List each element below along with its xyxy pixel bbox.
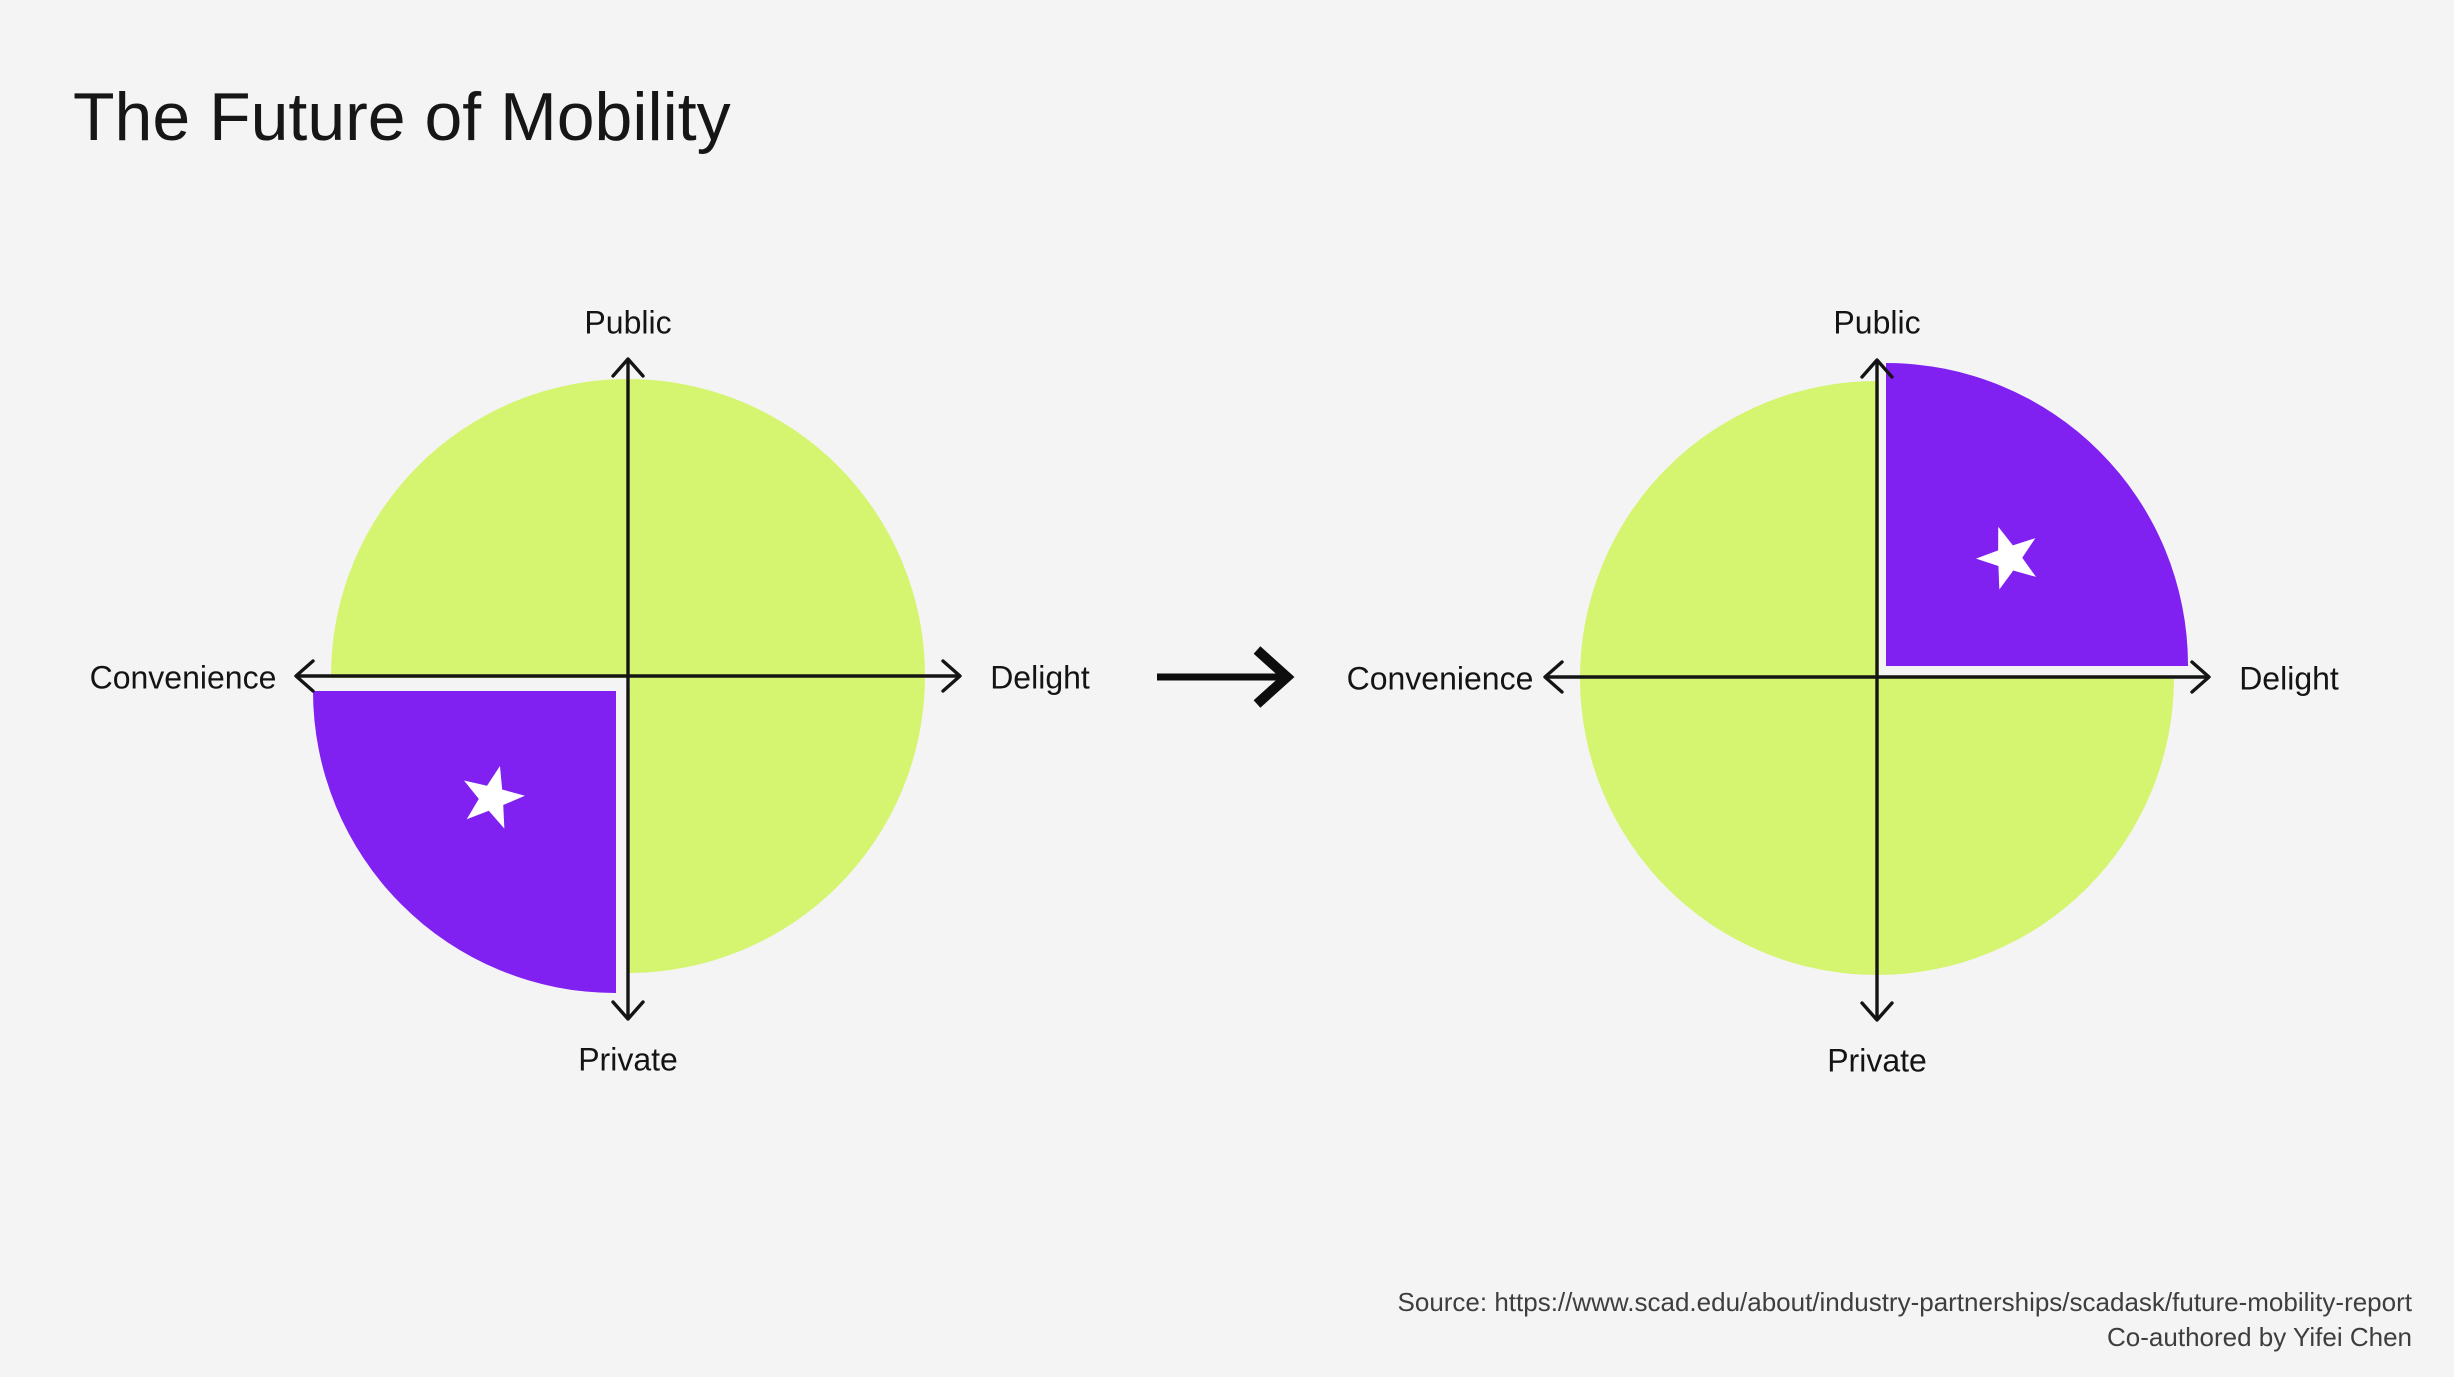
after-highlight-quadrant: [1886, 363, 2188, 666]
after-arrow-down-icon: [1860, 1001, 1894, 1022]
before-arrow-right-icon: [941, 659, 962, 693]
after-axis-label-delight: Delight: [2239, 660, 2339, 697]
after-arrow-right-icon: [2190, 660, 2211, 694]
before-arrow-left-icon: [294, 659, 315, 693]
after-star-icon: [1975, 526, 2037, 590]
after-axis-label-convenience: Convenience: [1346, 660, 1534, 697]
transition-arrow-head-icon: [1253, 646, 1295, 708]
source-block: Source: https://www.scad.edu/about/indus…: [1398, 1285, 2412, 1355]
before-gap-strip-horizontal: [298, 678, 630, 691]
diagram-after: [1543, 358, 2211, 1022]
before-axis-label-convenience: Convenience: [89, 659, 277, 696]
before-highlight-quadrant: [313, 691, 616, 993]
before-star-icon: [464, 765, 525, 829]
after-arrow-left-icon: [1543, 660, 1564, 694]
diagram-before: [294, 357, 962, 1021]
before-arrow-up-icon: [611, 357, 645, 378]
before-arrow-down-icon: [611, 1000, 645, 1021]
after-axis-label-public: Public: [1833, 304, 1921, 341]
after-axis-label-private: Private: [1827, 1042, 1927, 1079]
after-gap-strip-horizontal: [1879, 665, 2211, 677]
before-axis-label-private: Private: [578, 1041, 678, 1078]
after-gap-strip-vertical: [1879, 360, 1887, 676]
after-arrow-up-icon: [1860, 358, 1894, 379]
before-axis-label-public: Public: [584, 304, 672, 341]
before-gap-strip-vertical: [616, 678, 628, 1008]
source-author-line: Co-authored by Yifei Chen: [2107, 1322, 2412, 1352]
before-axis-label-delight: Delight: [990, 659, 1090, 696]
source-url-line: Source: https://www.scad.edu/about/indus…: [1397, 1287, 2412, 1317]
page-title: The Future of Mobility: [73, 79, 731, 155]
transition-arrow: [1157, 646, 1295, 708]
